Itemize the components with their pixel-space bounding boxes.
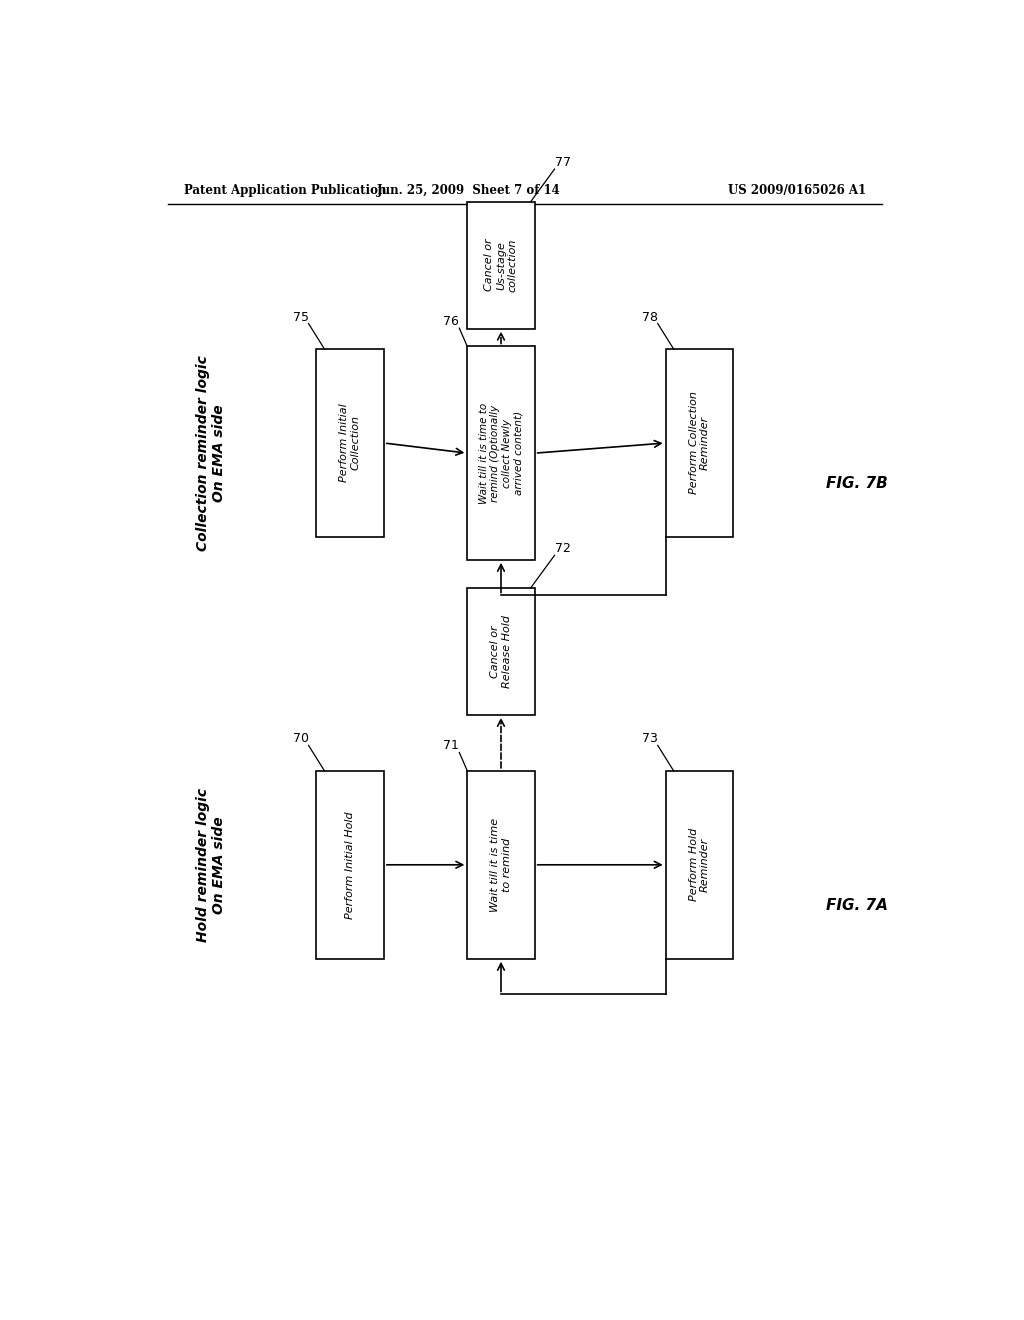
Text: 73: 73 [642, 733, 657, 746]
Text: 77: 77 [555, 156, 570, 169]
Text: Patent Application Publication: Patent Application Publication [183, 185, 386, 198]
Text: Perform Initial Hold: Perform Initial Hold [345, 810, 355, 919]
Text: Cancel or
Us-stage
collection: Cancel or Us-stage collection [484, 239, 517, 292]
Text: Perform Initial
Collection: Perform Initial Collection [339, 404, 361, 482]
Bar [467, 202, 535, 329]
Text: Hold reminder logic
On EMA side: Hold reminder logic On EMA side [197, 788, 226, 942]
Text: Wait till it is time to
remind (Optionally
collect Newly
arrived content): Wait till it is time to remind (Optional… [478, 403, 523, 504]
Bar [316, 771, 384, 958]
Text: Jun. 25, 2009  Sheet 7 of 14: Jun. 25, 2009 Sheet 7 of 14 [378, 185, 561, 198]
Text: 76: 76 [443, 315, 460, 329]
Text: 75: 75 [293, 310, 308, 323]
Text: Perform Collection
Reminder: Perform Collection Reminder [688, 392, 711, 495]
Bar [467, 346, 535, 560]
Bar [666, 348, 733, 537]
Text: Collection reminder logic
On EMA side: Collection reminder logic On EMA side [197, 355, 226, 550]
Bar [467, 587, 535, 715]
Text: FIG. 7A: FIG. 7A [826, 898, 888, 913]
Text: Cancel or
Release Hold: Cancel or Release Hold [490, 615, 512, 688]
Bar [467, 771, 535, 958]
Bar [316, 348, 384, 537]
Text: 72: 72 [555, 543, 570, 556]
Bar [666, 771, 733, 958]
Text: 71: 71 [443, 739, 460, 752]
Text: Wait till it is time
to remind: Wait till it is time to remind [490, 817, 512, 912]
Text: Perform Hold
Reminder: Perform Hold Reminder [688, 828, 711, 902]
Text: 70: 70 [293, 733, 308, 746]
Text: US 2009/0165026 A1: US 2009/0165026 A1 [728, 185, 866, 198]
Text: 78: 78 [642, 310, 657, 323]
Text: FIG. 7B: FIG. 7B [826, 477, 888, 491]
